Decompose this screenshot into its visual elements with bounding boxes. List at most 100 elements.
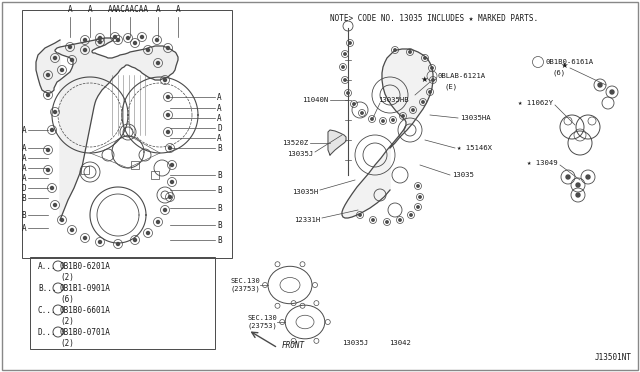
Text: 13035HB: 13035HB: [378, 97, 408, 103]
Circle shape: [163, 208, 166, 212]
Circle shape: [51, 186, 54, 189]
Text: B...: B...: [38, 284, 56, 293]
Circle shape: [410, 214, 412, 216]
Text: 0B1B0-6201A: 0B1B0-6201A: [60, 262, 111, 271]
Text: A: A: [21, 173, 26, 183]
Circle shape: [113, 35, 116, 38]
Circle shape: [359, 214, 361, 216]
Circle shape: [54, 203, 56, 206]
Polygon shape: [342, 49, 433, 218]
Circle shape: [382, 120, 384, 122]
Circle shape: [134, 42, 136, 45]
Circle shape: [399, 219, 401, 221]
Text: ★ 13049: ★ 13049: [527, 160, 558, 166]
Text: ★: ★: [561, 61, 568, 70]
Circle shape: [83, 237, 86, 240]
Text: AACAACAA: AACAACAA: [111, 5, 148, 14]
Text: 13035: 13035: [452, 172, 474, 178]
Bar: [131, 161, 139, 169]
Text: D: D: [217, 124, 221, 132]
Circle shape: [147, 231, 150, 234]
Circle shape: [99, 36, 102, 39]
Circle shape: [157, 61, 159, 64]
Circle shape: [371, 118, 373, 120]
Text: (E): (E): [445, 84, 458, 90]
Bar: [81, 166, 89, 174]
Circle shape: [70, 58, 74, 61]
Circle shape: [47, 93, 49, 96]
Circle shape: [424, 57, 426, 59]
Circle shape: [141, 35, 143, 38]
Circle shape: [417, 185, 419, 187]
Circle shape: [157, 221, 159, 224]
Text: A: A: [217, 103, 221, 112]
Circle shape: [163, 78, 166, 81]
Text: A: A: [21, 154, 26, 163]
Circle shape: [598, 83, 602, 87]
Circle shape: [344, 53, 346, 55]
Polygon shape: [36, 38, 178, 220]
Circle shape: [431, 67, 433, 69]
Text: A...: A...: [38, 262, 56, 271]
Circle shape: [51, 128, 54, 131]
Circle shape: [170, 164, 173, 167]
Text: A: A: [217, 93, 221, 102]
Text: B: B: [217, 203, 221, 212]
Text: A: A: [156, 5, 160, 14]
Text: B: B: [217, 221, 221, 230]
Text: 13035J: 13035J: [342, 340, 368, 346]
Text: SEC.130
(23753): SEC.130 (23753): [230, 278, 260, 292]
Text: 13520Z: 13520Z: [282, 140, 308, 146]
Circle shape: [409, 51, 412, 53]
Text: A: A: [88, 5, 92, 14]
Circle shape: [61, 68, 63, 71]
Text: B: B: [21, 193, 26, 202]
Circle shape: [168, 147, 172, 150]
Circle shape: [361, 112, 364, 114]
Circle shape: [134, 238, 136, 241]
Circle shape: [566, 175, 570, 179]
Text: FRONT: FRONT: [282, 341, 305, 350]
Text: A: A: [68, 5, 72, 14]
Circle shape: [166, 113, 170, 116]
Circle shape: [417, 206, 419, 208]
Text: 0BLAB-6121A: 0BLAB-6121A: [438, 73, 486, 79]
Circle shape: [166, 46, 170, 49]
Circle shape: [54, 57, 56, 60]
Circle shape: [412, 109, 414, 111]
Text: B: B: [217, 144, 221, 153]
Text: B: B: [217, 170, 221, 180]
Circle shape: [402, 115, 404, 117]
Circle shape: [372, 219, 374, 221]
Circle shape: [429, 91, 431, 93]
Text: (6): (6): [60, 295, 74, 304]
Text: ★ 15146X: ★ 15146X: [457, 145, 492, 151]
Text: (2): (2): [60, 339, 74, 348]
Text: A: A: [217, 113, 221, 122]
Circle shape: [99, 41, 102, 44]
Circle shape: [168, 196, 172, 199]
Text: A: A: [217, 134, 221, 142]
Text: 13035H: 13035H: [292, 189, 318, 195]
Text: A: A: [176, 5, 180, 14]
Circle shape: [576, 183, 580, 187]
Circle shape: [70, 228, 74, 231]
Text: C...: C...: [38, 306, 56, 315]
Text: D...: D...: [38, 328, 56, 337]
Text: 11040N: 11040N: [301, 97, 328, 103]
Text: 13035J: 13035J: [287, 151, 313, 157]
Circle shape: [422, 101, 424, 103]
Text: ★ 11062Y: ★ 11062Y: [518, 100, 553, 106]
Text: SEC.130
(23753): SEC.130 (23753): [248, 315, 277, 329]
Text: (6): (6): [552, 70, 565, 76]
Text: 13042: 13042: [389, 340, 411, 346]
Circle shape: [99, 241, 102, 244]
Circle shape: [342, 66, 344, 68]
Circle shape: [116, 243, 120, 246]
Text: A: A: [21, 164, 26, 173]
Circle shape: [47, 148, 49, 151]
Bar: [151, 171, 159, 179]
Circle shape: [47, 169, 49, 171]
Text: B: B: [217, 235, 221, 244]
Text: A: A: [21, 125, 26, 135]
